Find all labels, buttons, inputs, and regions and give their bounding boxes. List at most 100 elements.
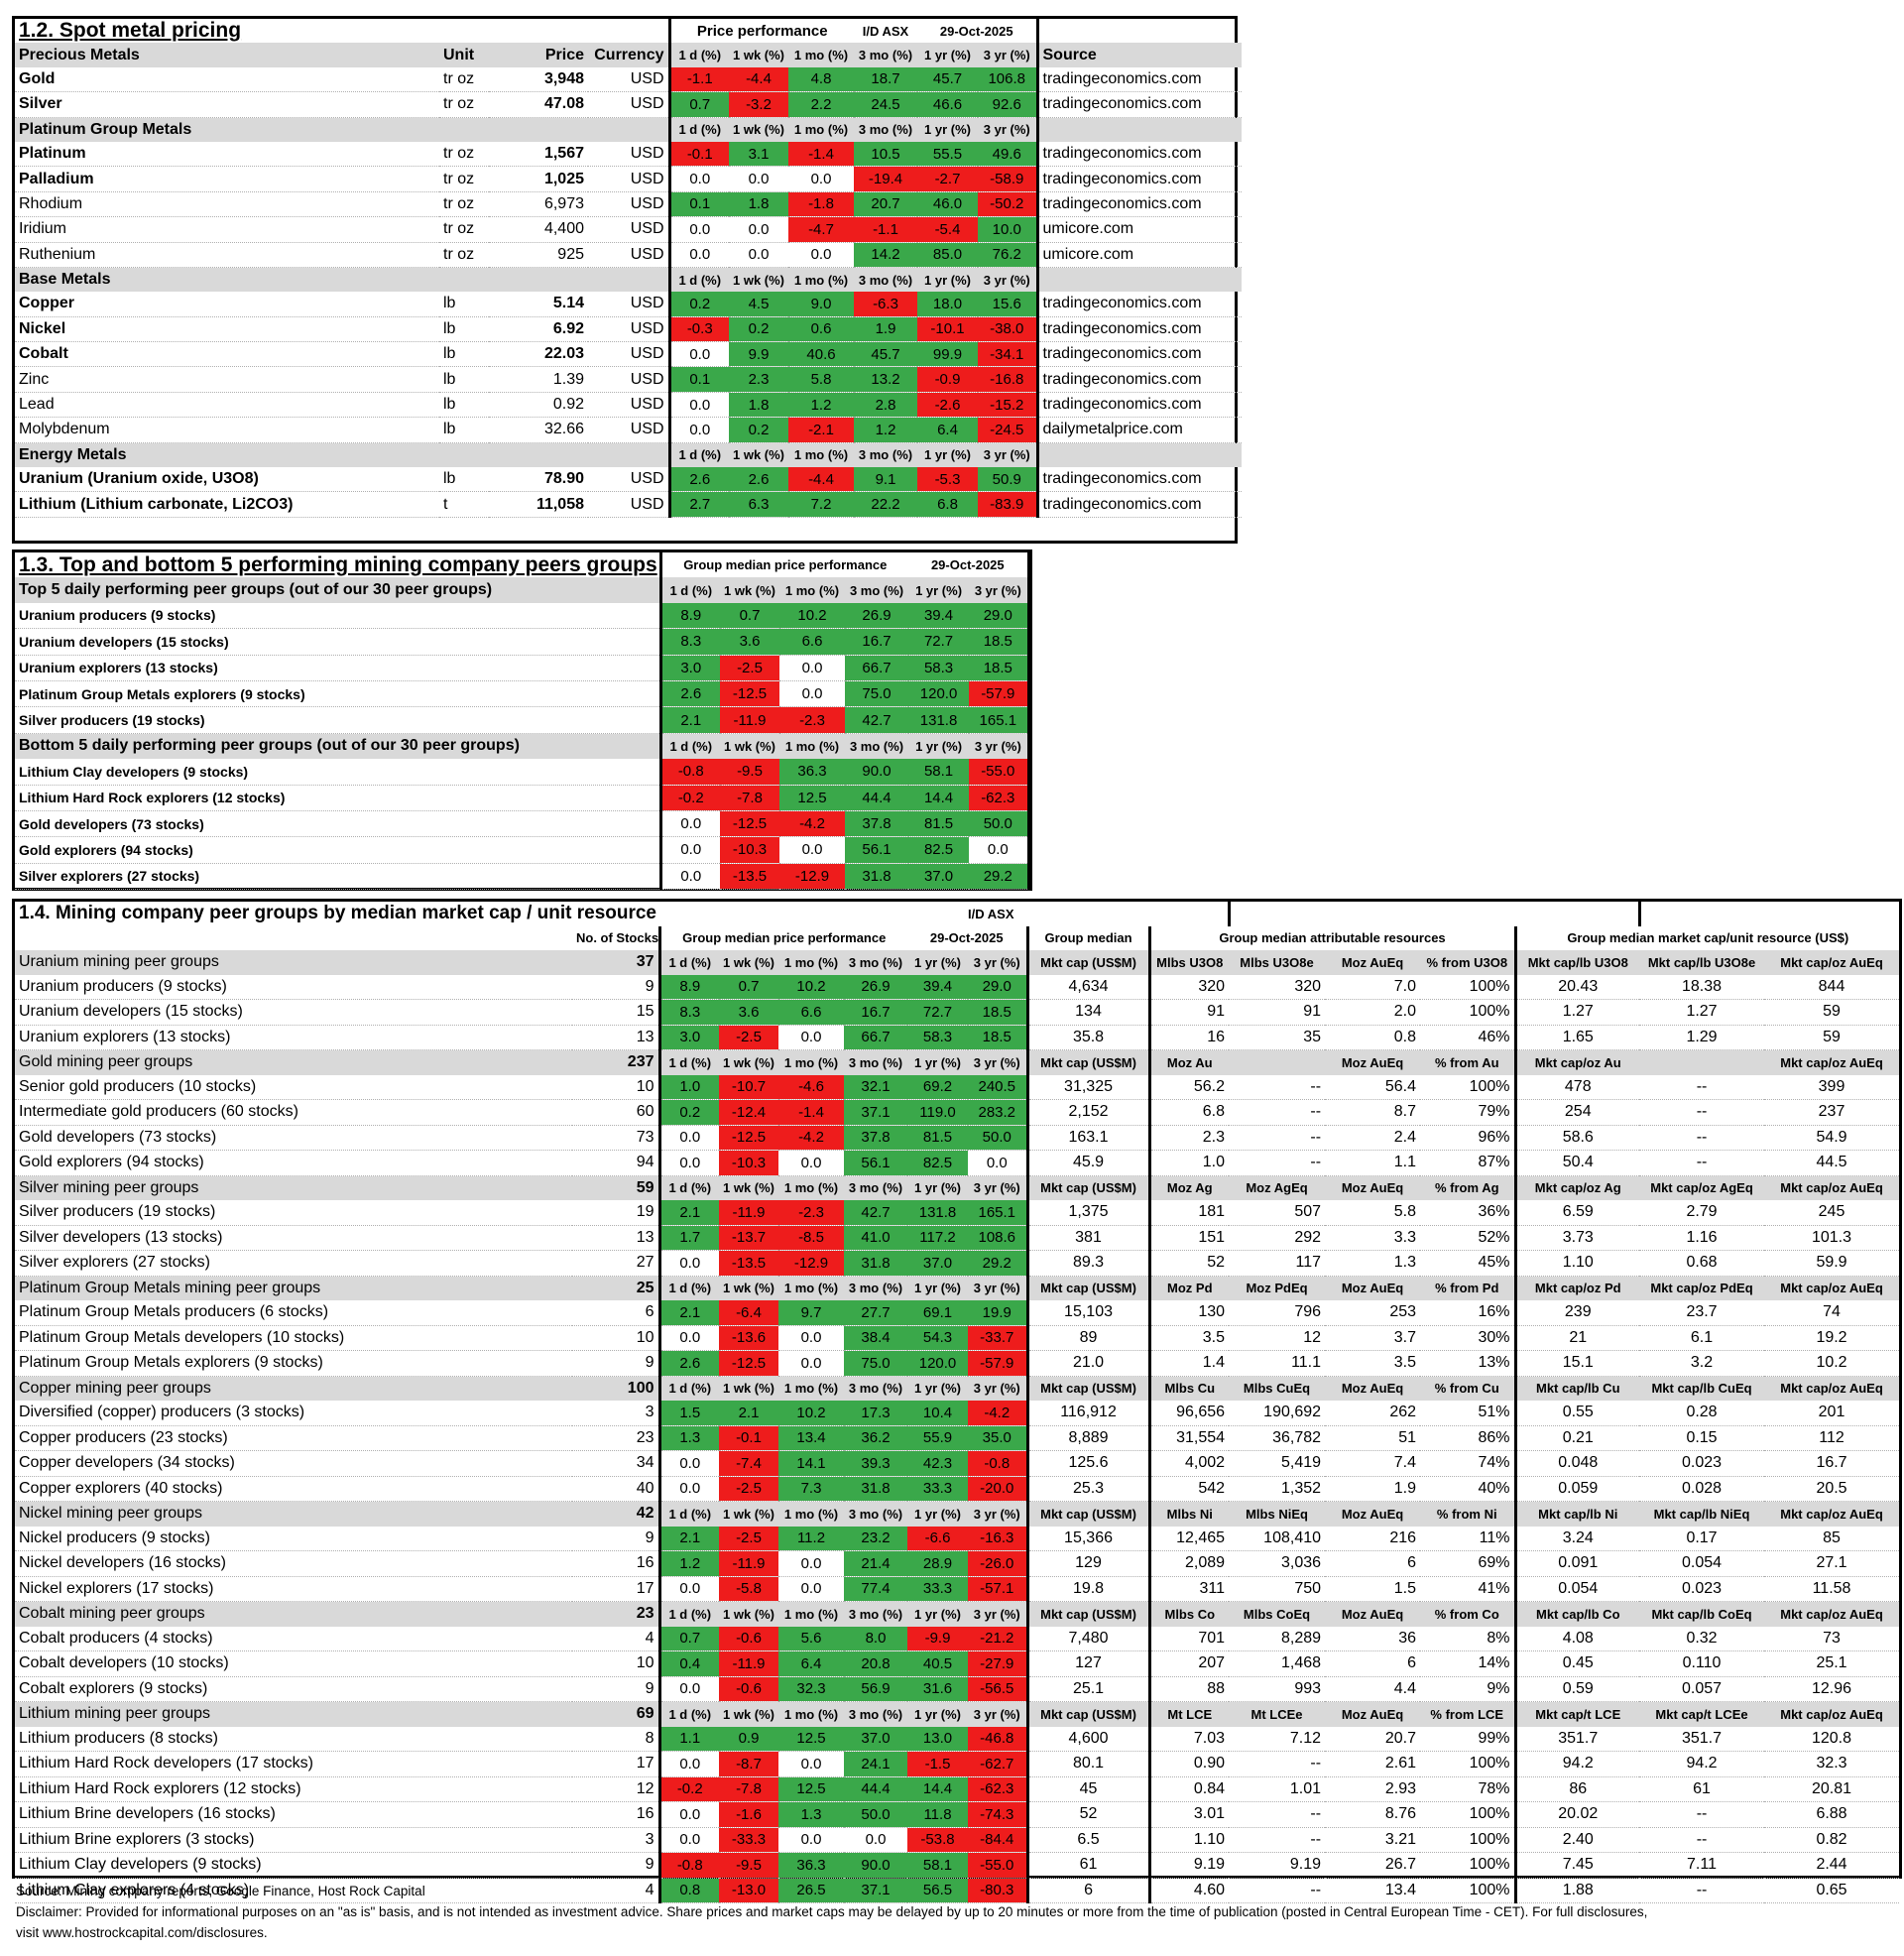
peer-group-name: Cobalt explorers (9 stocks) [15, 1676, 572, 1702]
section-title: 1.2. Spot metal pricing [19, 19, 242, 43]
metric-value: 35 [1229, 1025, 1326, 1050]
perf-cell: 0.0 [657, 1450, 719, 1477]
perf-cell: 2.6 [657, 1350, 719, 1377]
metric-value: 2,089 [1149, 1550, 1230, 1577]
metric-value: 51% [1420, 1401, 1517, 1426]
perf-cell: -0.3 [667, 316, 729, 343]
metric-value: 0.32 [1639, 1626, 1765, 1651]
perf-cell: 50.0 [969, 810, 1030, 838]
perf-cell: 11.8 [907, 1801, 969, 1828]
footer-disclaimer: Disclaimer: Provided for informational p… [16, 1904, 1648, 1919]
metric-value: 18.38 [1639, 974, 1765, 1000]
metric-value: 21.0 [1027, 1350, 1151, 1377]
perf-cell: 0.0 [844, 1827, 907, 1853]
perf-cell: 0.0 [667, 417, 729, 443]
perf-cell: 0.0 [667, 216, 729, 243]
group-header: Base Metals [19, 271, 111, 289]
peer-group-stock-count: 3 [572, 1827, 659, 1853]
perf-cell: -13.6 [719, 1325, 778, 1351]
metric-value: 3.21 [1325, 1827, 1421, 1853]
metric-value: 3.01 [1149, 1801, 1230, 1828]
perf-cell: 37.8 [844, 1125, 907, 1151]
perf-col-header: 1 yr (%) [914, 1054, 961, 1070]
perf-cell: 0.9 [719, 1726, 778, 1752]
perf-cell: -0.2 [658, 785, 720, 811]
metric-value: 74 [1764, 1300, 1900, 1326]
perf-cell: 11.2 [778, 1526, 844, 1551]
metric-value: 1.88 [1515, 1878, 1640, 1903]
metric-value: 292 [1229, 1225, 1326, 1251]
perf-cell: -12.5 [720, 680, 779, 708]
footer-disclosures-link[interactable]: visit www.hostrockcapital.com/disclosure… [16, 1925, 268, 1940]
metal-currency: USD [588, 316, 669, 343]
peer-group-name: Lithium Brine explorers (3 stocks) [15, 1827, 572, 1853]
metal-price: 6.92 [489, 316, 588, 343]
perf-col-header: 3 yr (%) [978, 117, 1039, 142]
perf-cell: 36.3 [778, 1852, 844, 1879]
metric-value: 1.01 [1229, 1776, 1326, 1802]
perf-cell: 0.8 [657, 1878, 719, 1903]
perf-cell: -80.3 [968, 1878, 1029, 1903]
metal-name: Copper [15, 292, 439, 317]
perf-cell: 29.2 [969, 863, 1030, 891]
perf-cell: -0.6 [719, 1676, 778, 1702]
perf-cell: 81.5 [908, 810, 970, 838]
metric-col-header: Mkt cap/lb Cu [1536, 1381, 1620, 1397]
metric-value: 190,692 [1229, 1401, 1326, 1426]
perf-cell: 2.2 [788, 91, 854, 118]
metric-col-header: Moz Au [1166, 1054, 1213, 1070]
perf-cell: 10.0 [978, 216, 1039, 243]
perf-cell: -55.0 [969, 759, 1030, 786]
metric-value: 45% [1420, 1250, 1517, 1277]
metric-value: 16 [1149, 1025, 1230, 1050]
metric-value: 100% [1420, 999, 1517, 1026]
perf-col-header: 3 yr (%) [978, 43, 1039, 67]
perf-cell: -1.1 [854, 216, 917, 243]
perf-cell: -11.9 [720, 706, 779, 734]
perf-cell: 0.6 [788, 316, 854, 343]
metric-value: 750 [1229, 1576, 1326, 1602]
metric-value: 25.1 [1764, 1650, 1900, 1677]
metric-value: 46% [1420, 1025, 1517, 1050]
exchange-label: I/D ASX [862, 23, 909, 39]
metal-unit: tr oz [439, 166, 489, 192]
perf-cell: 49.6 [978, 141, 1039, 168]
metric-value: 3.5 [1149, 1325, 1230, 1351]
perf-col-header: 1 mo (%) [793, 122, 849, 138]
metal-price: 22.03 [489, 341, 588, 368]
metric-col-header: Mkt cap/oz PdEq [1650, 1281, 1753, 1296]
perf-cell: 10.2 [779, 602, 845, 630]
metric-value: 7.12 [1229, 1726, 1326, 1752]
perf-cell: 56.9 [844, 1676, 907, 1702]
perf-cell: 131.8 [907, 1200, 969, 1226]
metric-col-header: Mkt cap/t LCEe [1655, 1706, 1748, 1722]
metric-value: 6.5 [1027, 1827, 1151, 1853]
metal-currency: USD [588, 417, 669, 443]
metric-value: -- [1229, 1074, 1326, 1100]
perf-col-header: 1 mo (%) [783, 1506, 839, 1522]
metric-col-header [1229, 1050, 1325, 1075]
perf-cell: 3.6 [720, 628, 779, 656]
perf-cell: 7.3 [778, 1476, 844, 1502]
stocks-header: No. of Stocks [576, 930, 659, 946]
peer-group-name: Uranium developers (15 stocks) [15, 628, 660, 656]
metric-value: 399 [1764, 1074, 1900, 1100]
peer-group-stock-count: 27 [572, 1250, 659, 1277]
metric-value: 100% [1420, 1878, 1517, 1903]
metric-value: 1.4 [1149, 1350, 1230, 1377]
perf-cell: 10.2 [778, 1401, 844, 1426]
metal-unit: tr oz [439, 141, 489, 168]
metric-col-header: % from Au [1420, 1049, 1517, 1075]
metal-currency: USD [588, 242, 669, 268]
metric-value: 7,480 [1027, 1626, 1151, 1651]
perf-cell: 37.8 [845, 810, 909, 838]
metric-value: 207 [1149, 1650, 1230, 1677]
perf-cell: 4.8 [788, 66, 854, 93]
metric-value: 4,634 [1027, 974, 1151, 1000]
metric-col-header: Mkt cap (US$M) [1027, 1376, 1151, 1401]
group-stock-count: 100 [627, 1379, 654, 1397]
perf-cell: -10.1 [917, 316, 978, 343]
unit-header: Unit [443, 46, 475, 63]
perf-cell: 6.6 [778, 999, 844, 1026]
metal-unit: lb [439, 316, 489, 343]
